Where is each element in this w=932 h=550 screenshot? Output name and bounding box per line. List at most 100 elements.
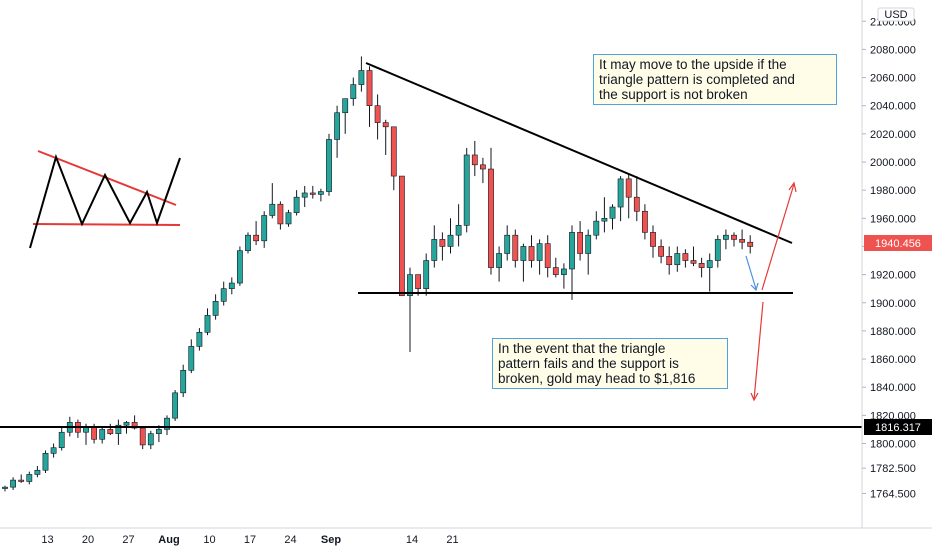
bearish-candle[interactable] xyxy=(633,196,640,212)
bullish-candle[interactable] xyxy=(455,225,462,236)
bearish-candle[interactable] xyxy=(18,479,25,482)
bullish-candle[interactable] xyxy=(317,191,324,195)
bearish-candle[interactable] xyxy=(107,429,114,434)
time-axis[interactable]: 13 20 27 Aug 10 17 24 Sep 14 21 xyxy=(41,534,458,546)
bullish-candle[interactable] xyxy=(326,139,332,192)
bullish-candle[interactable] xyxy=(180,370,187,394)
bullish-candle[interactable] xyxy=(115,424,122,434)
bullish-candle[interactable] xyxy=(58,431,65,449)
bullish-candle[interactable] xyxy=(463,154,470,226)
bearish-candle[interactable] xyxy=(390,126,397,177)
bearish-candle[interactable] xyxy=(625,178,632,198)
date-tick-label: Aug xyxy=(158,534,179,546)
currency-label[interactable]: USD xyxy=(884,9,907,21)
bullish-candle[interactable] xyxy=(26,474,33,482)
bullish-candle[interactable] xyxy=(204,315,211,333)
bullish-candle[interactable] xyxy=(285,212,292,225)
bullish-candle[interactable] xyxy=(714,239,721,261)
bullish-candle[interactable] xyxy=(674,253,681,266)
bearish-candle[interactable] xyxy=(488,168,494,268)
bullish-candle[interactable] xyxy=(617,178,624,208)
bearish-candle[interactable] xyxy=(698,263,705,268)
bullish-candle[interactable] xyxy=(585,234,592,254)
bearish-candle[interactable] xyxy=(398,175,405,297)
bullish-candle[interactable] xyxy=(560,268,567,275)
bullish-candle[interactable] xyxy=(706,260,713,268)
bearish-candle[interactable] xyxy=(641,210,648,233)
bullish-candle[interactable] xyxy=(228,282,235,289)
bullish-candle[interactable] xyxy=(196,332,203,347)
bearish-candle[interactable] xyxy=(309,192,316,195)
bullish-candle[interactable] xyxy=(342,98,349,114)
bearish-candle[interactable] xyxy=(528,246,535,261)
bearish-candle[interactable] xyxy=(131,422,138,429)
bearish-candle[interactable] xyxy=(415,274,421,289)
bullish-candle[interactable] xyxy=(188,346,195,371)
bearish-candle[interactable] xyxy=(682,253,689,261)
bearish-candle[interactable] xyxy=(479,164,486,170)
bearish-candle[interactable] xyxy=(739,239,745,243)
bearish-candle[interactable] xyxy=(658,246,664,257)
bearish-candle[interactable] xyxy=(253,234,259,242)
price-tick-label: 2020.000 xyxy=(870,129,916,141)
bearish-candle[interactable] xyxy=(577,232,583,254)
bullish-candle[interactable] xyxy=(293,196,300,213)
bullish-candle[interactable] xyxy=(269,203,276,216)
bullish-candle[interactable] xyxy=(99,429,106,440)
bullish-candle[interactable] xyxy=(164,417,170,430)
bearish-candle[interactable] xyxy=(439,239,446,247)
bullish-candle[interactable] xyxy=(350,84,357,99)
bearish-candle[interactable] xyxy=(552,267,559,275)
bearish-candle[interactable] xyxy=(690,260,697,264)
bullish-candle[interactable] xyxy=(147,433,154,446)
bullish-candle[interactable] xyxy=(212,301,219,316)
price-axis[interactable]: 2100.0002080.0002060.0002040.0002020.000… xyxy=(862,16,916,500)
bearish-candle[interactable] xyxy=(650,232,656,247)
bullish-candle[interactable] xyxy=(496,253,502,268)
bearish-candle[interactable] xyxy=(139,427,146,446)
bullish-candle[interactable] xyxy=(220,288,227,302)
bullish-candle[interactable] xyxy=(722,234,729,240)
bullish-candle[interactable] xyxy=(536,243,543,261)
resistance-trendline[interactable] xyxy=(365,62,793,244)
bearish-candle[interactable] xyxy=(731,234,737,240)
bullish-candle[interactable] xyxy=(601,218,608,222)
bearish-candle[interactable] xyxy=(277,203,284,225)
date-tick-label: 24 xyxy=(284,534,296,546)
bearish-candle[interactable] xyxy=(747,241,754,247)
bullish-candle[interactable] xyxy=(123,422,130,426)
bearish-candle[interactable] xyxy=(666,256,673,266)
bullish-candle[interactable] xyxy=(447,234,454,247)
bullish-candle[interactable] xyxy=(334,112,340,140)
bearish-candle[interactable] xyxy=(366,70,373,106)
bullish-candle[interactable] xyxy=(172,392,178,419)
bullish-candle[interactable] xyxy=(2,486,8,489)
bearish-candle[interactable] xyxy=(374,105,381,123)
bullish-candle[interactable] xyxy=(593,220,600,236)
bullish-candle[interactable] xyxy=(50,447,57,454)
bearish-candle[interactable] xyxy=(471,154,478,166)
bullish-candle[interactable] xyxy=(156,429,162,434)
bullish-candle[interactable] xyxy=(504,234,511,254)
bullish-candle[interactable] xyxy=(10,479,16,488)
bullish-candle[interactable] xyxy=(42,453,49,471)
bullish-candle[interactable] xyxy=(423,260,430,289)
bullish-candle[interactable] xyxy=(431,239,438,261)
bearish-candle[interactable] xyxy=(512,234,519,261)
bullish-candle[interactable] xyxy=(34,469,41,475)
bullish-candle[interactable] xyxy=(569,232,575,270)
bullish-candle[interactable] xyxy=(301,192,308,198)
bullish-candle[interactable] xyxy=(520,246,527,261)
bullish-candle[interactable] xyxy=(245,234,251,251)
bullish-candle[interactable] xyxy=(237,250,243,284)
bullish-candle[interactable] xyxy=(358,70,365,85)
bullish-candle[interactable] xyxy=(609,206,616,219)
bearish-candle[interactable] xyxy=(91,426,97,440)
bullish-candle[interactable] xyxy=(261,215,268,242)
bullish-candle[interactable] xyxy=(407,274,413,297)
bearish-candle[interactable] xyxy=(382,122,389,128)
date-tick-label: 20 xyxy=(82,534,94,546)
bearish-candle[interactable] xyxy=(544,243,551,268)
